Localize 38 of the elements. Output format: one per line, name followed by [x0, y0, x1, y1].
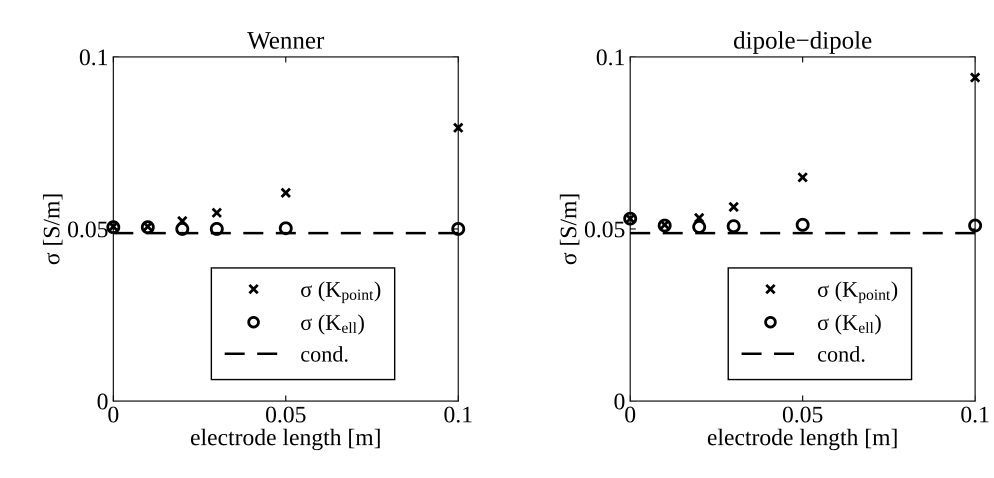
point — [280, 187, 292, 198]
legend-label: σ (K$_{ell}$) — [818, 314, 881, 335]
x-axis-title: electrode length [m] — [190, 428, 380, 450]
point — [451, 222, 466, 236]
x-tick-label: 0 — [625, 406, 636, 423]
point — [968, 218, 982, 232]
y-tick-label: 0.05 — [584, 221, 624, 238]
point — [797, 172, 808, 183]
x-tick-label: 0.05 — [266, 406, 306, 423]
point — [452, 122, 464, 134]
y-tick-label: 0.1 — [596, 49, 624, 66]
y-axis-title: σ [S/m] — [42, 194, 62, 264]
chart-title: dipole−dipole — [734, 31, 872, 54]
x-tick-label: 0.1 — [961, 406, 988, 423]
chart-title: Wenner — [247, 32, 324, 49]
point — [692, 220, 706, 234]
x-tick-label: 0 — [108, 406, 118, 423]
point — [728, 201, 740, 212]
point — [278, 221, 293, 236]
legend-label: σ (K$_{ell}$) — [301, 314, 364, 335]
legend-label: cond. — [818, 346, 864, 362]
y-tick-label: 0.05 — [68, 221, 108, 238]
point — [726, 219, 741, 234]
point — [210, 222, 224, 236]
point — [211, 207, 222, 218]
point — [175, 222, 190, 236]
x-tick-label: 0.1 — [444, 406, 472, 423]
legend-label: σ (K$_{point}$) — [301, 281, 380, 304]
legend-label: σ (K$_{point}$) — [818, 281, 898, 304]
y-tick-label: 0 — [614, 394, 624, 410]
y-tick-label: 0 — [98, 394, 108, 410]
y-axis-title: σ [S/m] — [560, 194, 580, 264]
point — [796, 218, 810, 232]
legend-label: cond. — [301, 346, 348, 362]
y-tick-label: 0.1 — [80, 49, 108, 66]
x-axis-title: electrode length [m] — [708, 428, 897, 450]
x-tick-label: 0.05 — [782, 406, 822, 423]
point — [970, 72, 981, 84]
